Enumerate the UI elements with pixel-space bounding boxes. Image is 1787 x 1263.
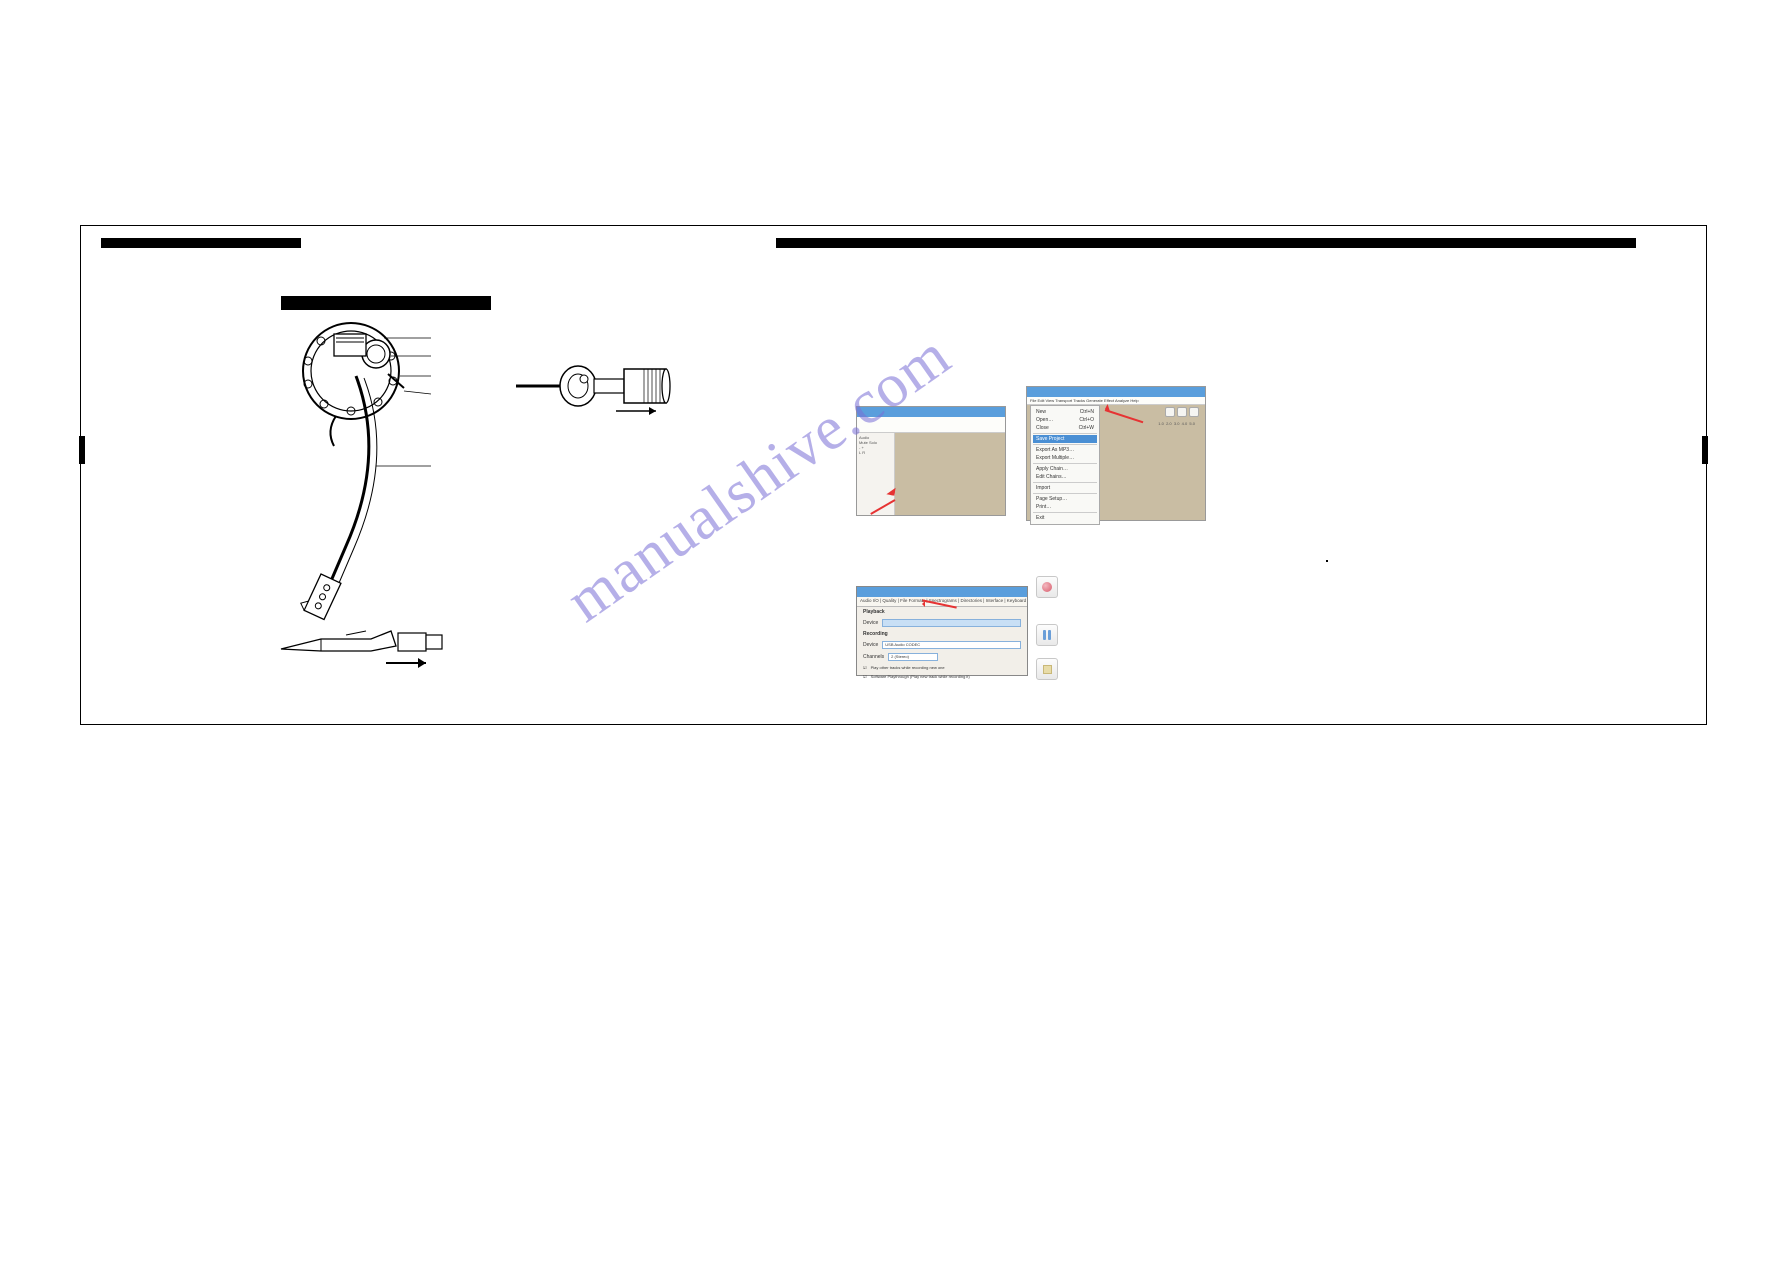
channels-select: 2 (Stereo) — [888, 653, 938, 661]
menu-item: Print… — [1033, 503, 1097, 511]
menu-item: New Ctrl+N — [1033, 408, 1097, 416]
menu-item: Edit Chains… — [1033, 473, 1097, 481]
menu-item: Apply Chain… — [1033, 465, 1097, 473]
dialog-titlebar — [857, 587, 1027, 597]
header-bar-left — [101, 238, 301, 248]
counterweight-side-diagram — [516, 351, 716, 421]
audacity-screenshot-a: AudioMute Solo- +L R — [856, 406, 1006, 516]
menu-item: Open… Ctrl+O — [1033, 416, 1097, 424]
menubar: File Edit View Transport Tracks Generate… — [1027, 397, 1205, 405]
page-edge-mark-left — [79, 436, 85, 464]
file-menu-dropdown: New Ctrl+N Open… Ctrl+O Close Ctrl+W Sav… — [1030, 405, 1100, 525]
window-toolbar — [857, 417, 1005, 433]
section-bar — [281, 296, 491, 310]
window-titlebar — [1027, 387, 1205, 397]
menu-item: Page Setup… — [1033, 495, 1097, 503]
menu-item-highlighted: Save Project — [1033, 435, 1097, 443]
prefs-section-label: Playback — [857, 607, 1027, 617]
audacity-screenshot-b: File Edit View Transport Tracks Generate… — [1026, 386, 1206, 521]
prefs-section-label: Recording — [857, 629, 1027, 639]
pause-button-icon — [1036, 624, 1058, 646]
page-edge-mark-right — [1702, 436, 1708, 464]
device-select — [882, 619, 1021, 627]
sidebar-text: AudioMute Solo- +L R — [857, 433, 894, 457]
recording-device-select: USB Audio CODEC — [882, 641, 1021, 649]
stop-button-icon — [1036, 658, 1058, 680]
stray-mark — [1326, 560, 1328, 562]
prefs-row: Device USB Audio CODEC — [857, 639, 1027, 651]
manual-page-spread: AudioMute Solo- +L R File Edit View Tran… — [80, 225, 1707, 725]
callout-arrow-head — [886, 486, 895, 495]
tonearm-assembly-diagram — [276, 316, 491, 636]
headshell-insert-diagram — [276, 621, 476, 671]
field-label: Device — [863, 642, 878, 648]
callout-arrow-head — [919, 601, 925, 607]
prefs-row: Channels 2 (Stereo) — [857, 651, 1027, 663]
menu-item: Export As MP3… — [1033, 446, 1097, 454]
callout-arrow-line — [1105, 409, 1144, 423]
prefs-checkbox-row: ☑ Software Playthrough (Play new track w… — [857, 672, 1027, 681]
timeline-ruler: 1.0 2.0 3.0 4.0 5.0 — [1158, 421, 1195, 426]
audacity-preferences-dialog: Audio I/O | Quality | File Formats | Spe… — [856, 586, 1028, 676]
menu-item: Export Multiple… — [1033, 454, 1097, 462]
record-button-icon — [1036, 576, 1058, 598]
prefs-checkbox-row: ☑ Play other tracks while recording new … — [857, 663, 1027, 672]
field-label: Channels — [863, 654, 884, 660]
menu-item: Exit — [1033, 514, 1097, 522]
field-label: Device — [863, 620, 878, 626]
menu-item: Import — [1033, 484, 1097, 492]
prefs-row: Device — [857, 617, 1027, 629]
transport-buttons — [1165, 407, 1199, 417]
header-bar-right — [776, 238, 1636, 248]
menu-item: Close Ctrl+W — [1033, 424, 1097, 432]
window-titlebar — [857, 407, 1005, 417]
